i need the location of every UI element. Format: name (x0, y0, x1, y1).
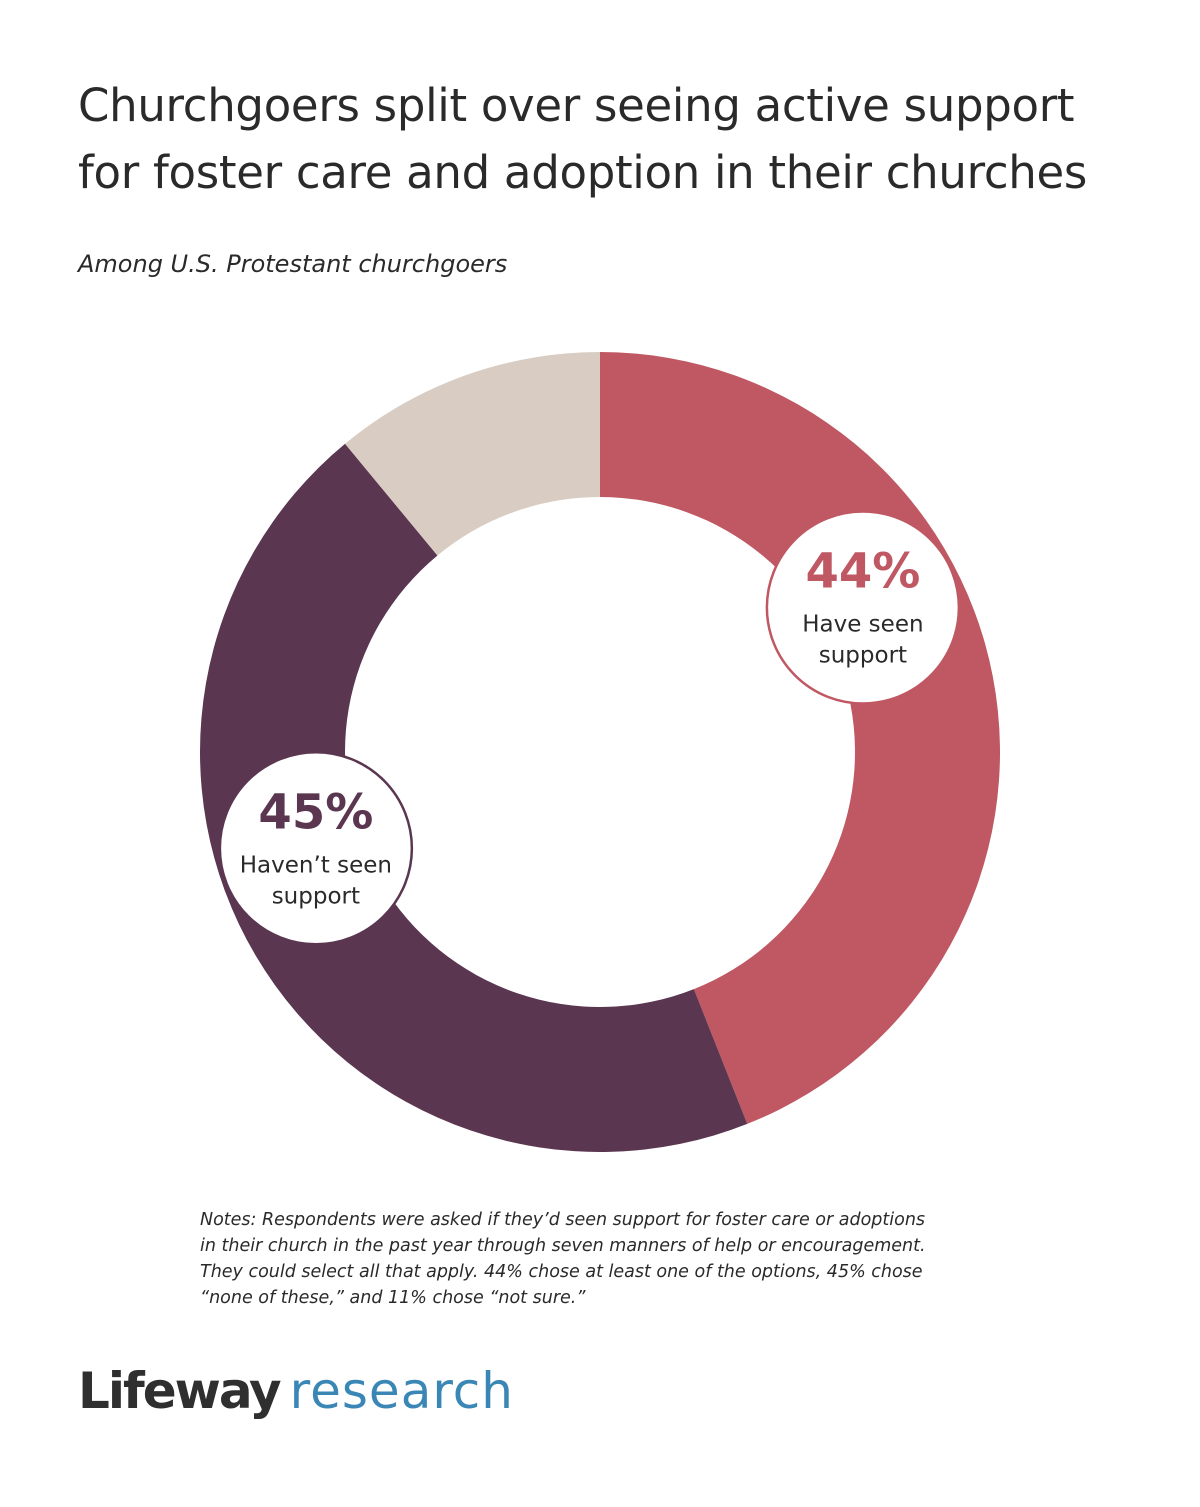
slice-caption-1-line-2: support (819, 642, 907, 668)
slice-caption-2-line-1: Haven’t seen (240, 852, 392, 878)
slice-value-label-2: 45% (258, 784, 373, 840)
slice-caption-2-line-2: support (272, 883, 360, 909)
notes-line-1: Notes: Respondents were asked if they’d … (200, 1210, 926, 1230)
notes-line-4: “none of these,” and 11% chose “not sure… (200, 1288, 586, 1308)
donut-slice-3 (345, 352, 600, 556)
title-line-2: for foster care and adoption in their ch… (78, 146, 1088, 199)
logo-sub-text: research (289, 1362, 514, 1420)
slice-value-label-1: 44% (805, 543, 920, 599)
chart-subtitle: Among U.S. Protestant churchgoers (78, 250, 508, 278)
notes-line-2: in their church in the past year through… (200, 1236, 926, 1256)
lifeway-research-logo: Lifeway research (78, 1362, 514, 1442)
logo-brand-text: Lifeway (78, 1362, 282, 1420)
slice-label-bubble-2 (218, 751, 414, 946)
title-line-1: Churchgoers split over seeing active sup… (78, 79, 1075, 132)
slice-label-bubble-1 (765, 510, 961, 705)
notes-line-3: They could select all that apply. 44% ch… (200, 1262, 923, 1282)
chart-notes: Notes: Respondents were asked if they’d … (200, 1207, 1000, 1311)
donut-slice-2 (199, 443, 748, 1153)
page-title: Churchgoers split over seeing active sup… (78, 72, 1158, 206)
slice-caption-1-line-1: Have seen (802, 611, 923, 637)
